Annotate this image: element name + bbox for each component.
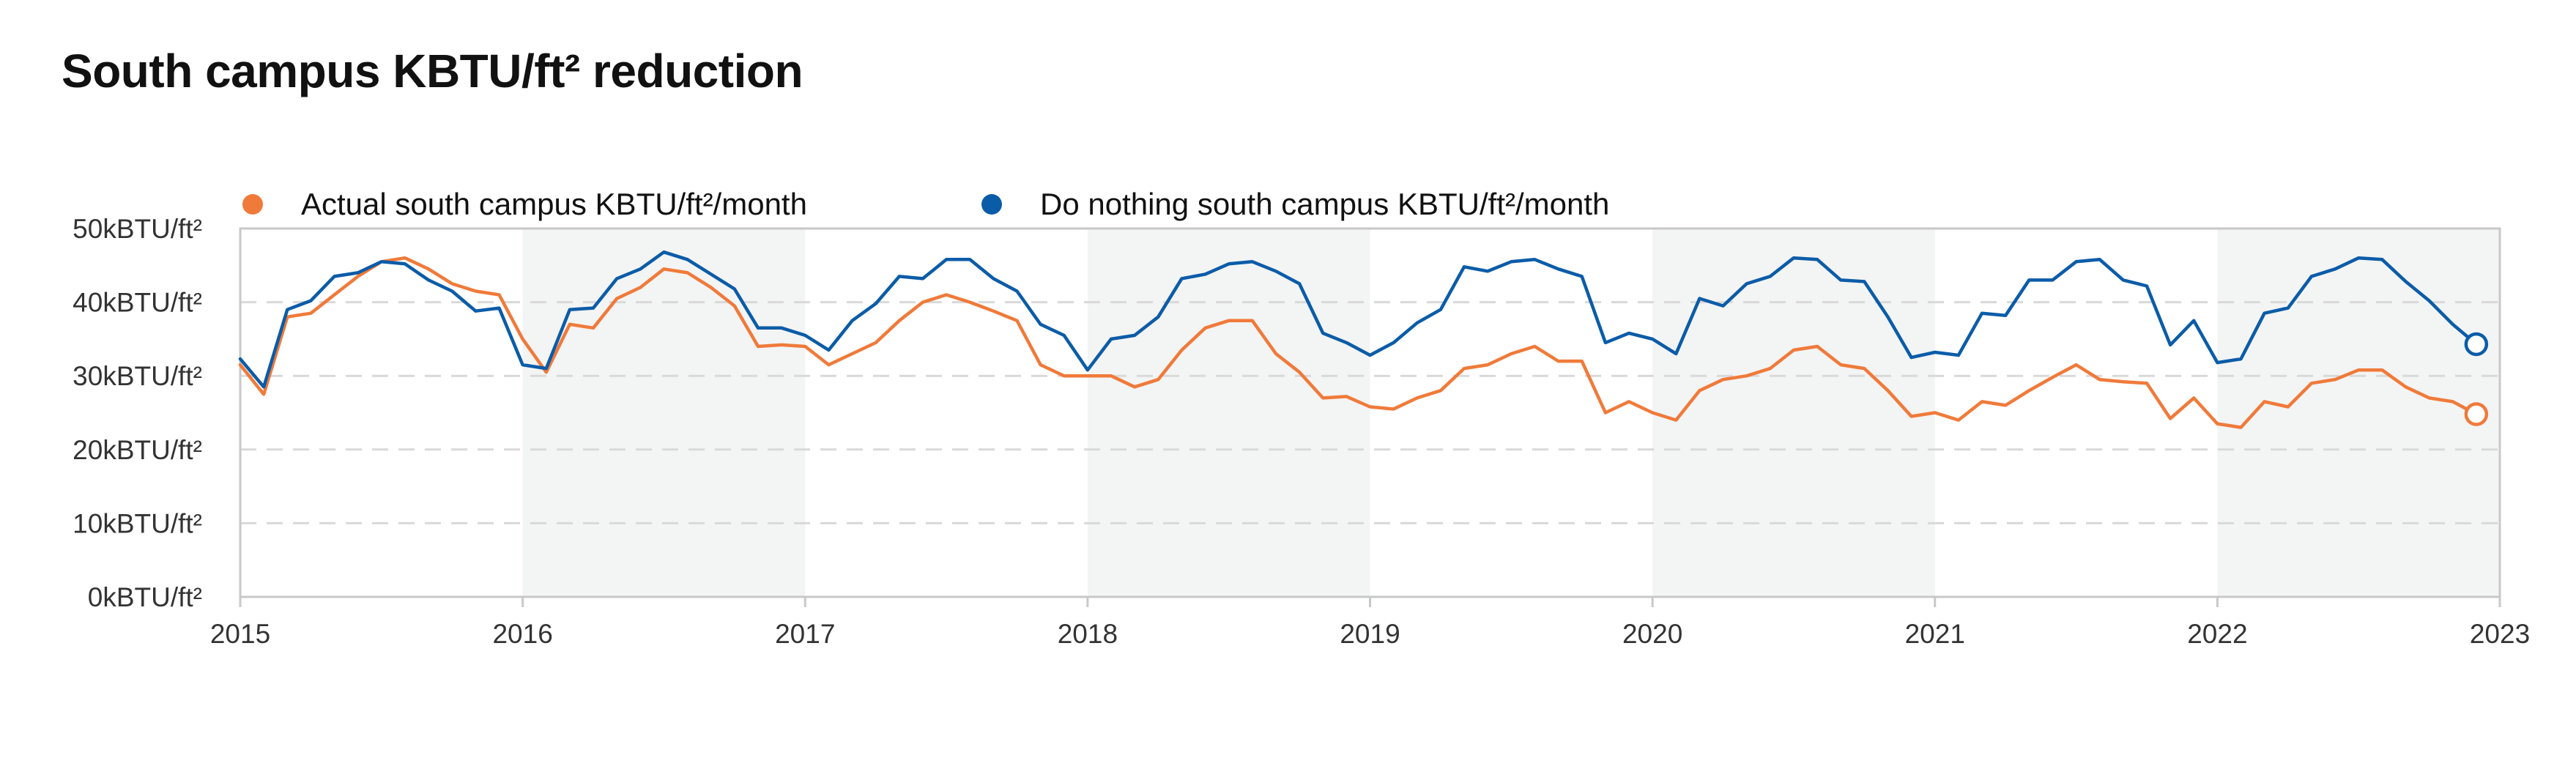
series-line-2 — [238, 250, 2479, 389]
x-tick-label: 2016 — [492, 619, 552, 649]
x-tick-label: 2020 — [1622, 619, 1682, 649]
series-end-marker-1 — [2464, 402, 2489, 426]
x-tick-label: 2018 — [1058, 619, 1118, 649]
shaded-year-2020 — [1652, 229, 1935, 597]
legend[interactable]: Actual south campus KBTU/ft²/month Do not… — [242, 187, 1609, 221]
y-tick-label: 20kBTU/ft² — [73, 435, 202, 465]
legend-item-2[interactable]: Do nothing south campus KBTU/ft²/month — [981, 187, 1609, 221]
y-axis: 0kBTU/ft² 10kBTU/ft² 20kBTU/ft² 30kBTU/ft² 4… — [73, 214, 202, 612]
shaded-year-2018 — [1087, 229, 1370, 597]
shaded-year-2022 — [2217, 229, 2500, 597]
x-tick-label: 2022 — [2187, 619, 2247, 649]
page-title: South campus KBTU/ft² reduction — [62, 45, 803, 97]
x-tick-label: 2019 — [1340, 619, 1400, 649]
y-tick-label: 50kBTU/ft² — [73, 214, 202, 244]
y-tick-label: 30kBTU/ft² — [73, 361, 202, 391]
y-tick-label: 10kBTU/ft² — [73, 508, 202, 538]
legend-item-1[interactable]: Actual south campus KBTU/ft²/month — [242, 187, 807, 221]
shaded-year-2016 — [522, 229, 806, 597]
x-tick-label: 2017 — [775, 619, 835, 649]
legend-swatch — [242, 194, 263, 215]
x-tick-label: 2015 — [210, 619, 270, 649]
series-line-1 — [238, 256, 2479, 429]
x-axis: 2015 2016 2017 2018 2019 2020 2021 2022 2023 — [210, 597, 2530, 649]
series-end-marker-2 — [2464, 332, 2489, 357]
legend-label: Do nothing south campus KBTU/ft²/month — [1040, 187, 1609, 221]
y-tick-label: 40kBTU/ft² — [73, 288, 202, 318]
gridlines — [240, 301, 2500, 524]
legend-swatch — [981, 194, 1002, 215]
series-lines — [238, 250, 2489, 429]
year-shading — [522, 229, 2500, 597]
y-tick-label: 0kBTU/ft² — [88, 582, 202, 612]
x-tick-label: 2021 — [1905, 619, 1965, 649]
legend-label: Actual south campus KBTU/ft²/month — [301, 187, 807, 221]
x-tick-label: 2023 — [2470, 619, 2530, 649]
